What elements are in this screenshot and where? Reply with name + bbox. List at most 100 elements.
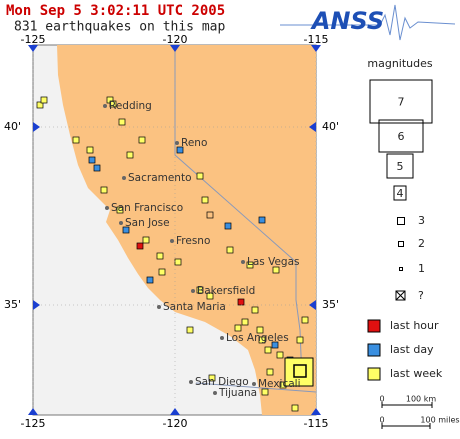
- quake: [258, 336, 266, 344]
- city-label: Reno: [181, 137, 207, 149]
- city-dot: [122, 176, 126, 180]
- city-dot: [105, 206, 109, 210]
- quake: [186, 326, 194, 334]
- arrow: [28, 45, 38, 52]
- mag-box: [399, 267, 403, 271]
- lat-label: 40': [322, 120, 339, 133]
- quake: [176, 146, 184, 154]
- scale-label: 0: [379, 416, 384, 425]
- quake: [301, 316, 309, 324]
- quake: [146, 276, 154, 284]
- city-dot: [213, 391, 217, 395]
- lon-label: -115: [304, 33, 329, 46]
- lat-label: 40': [4, 120, 21, 133]
- mag-box: [386, 153, 414, 179]
- quake: [224, 222, 232, 230]
- quake: [208, 374, 216, 382]
- quake: [291, 404, 299, 412]
- axes: -125 -125 -120 -120 -115 -115 40' 40' 35' 35': [4, 33, 339, 430]
- quake: [226, 246, 234, 254]
- quake: [136, 242, 144, 250]
- mag-box: [397, 217, 405, 225]
- city-dot: [157, 305, 161, 309]
- arrow: [170, 45, 180, 52]
- quake: [237, 298, 245, 306]
- arrow: [311, 408, 321, 415]
- city-dot: [175, 141, 179, 145]
- mag-label: 2: [418, 237, 425, 250]
- quake: [206, 292, 214, 300]
- lon-label: -125: [21, 33, 46, 46]
- quake-count: 831 earthquakes on this map: [14, 20, 225, 35]
- quake: [100, 186, 108, 194]
- logo: ANSS: [280, 4, 456, 41]
- city-label: Sacramento: [128, 172, 192, 184]
- mag-label: 3: [418, 214, 425, 227]
- city-dot: [103, 104, 107, 108]
- quake: [246, 261, 254, 269]
- scale-label: 100 miles: [420, 416, 459, 425]
- arrow: [33, 122, 40, 132]
- mag-label: 5: [397, 160, 404, 173]
- quake: [284, 357, 314, 387]
- mag-box: [378, 119, 424, 153]
- city-label: Mexicali: [258, 378, 301, 390]
- lat-label: 35': [322, 298, 339, 311]
- lon-label: -120: [163, 33, 188, 46]
- scale-label: 100 km: [406, 395, 436, 404]
- quake: [126, 151, 134, 159]
- quake: [276, 351, 284, 359]
- legend-title: magnitudes: [367, 57, 433, 70]
- mag-label: 4: [397, 187, 404, 200]
- quake: [40, 96, 48, 104]
- timestamp: Mon Sep 5 3:02:11 UTC 2005: [6, 3, 225, 19]
- city-dot: [241, 260, 245, 264]
- lat-label: 35': [4, 298, 21, 311]
- quake: [88, 156, 96, 164]
- arrow: [33, 300, 40, 310]
- quakes: [36, 96, 314, 412]
- city-label: Bakersfield: [197, 285, 255, 297]
- quake: [293, 364, 307, 378]
- quake: [93, 164, 101, 172]
- quake: [266, 368, 274, 376]
- age-label: last day: [390, 343, 434, 356]
- lon-label: -120: [163, 417, 188, 430]
- quake: [258, 216, 266, 224]
- logo-text: ANSS: [310, 7, 384, 35]
- city-dot: [252, 382, 256, 386]
- quake: [72, 136, 80, 144]
- quake: [271, 341, 279, 349]
- quake: [142, 236, 150, 244]
- quake: [264, 346, 272, 354]
- age-label: last week: [390, 367, 443, 380]
- city-label: Redding: [109, 100, 152, 112]
- scale-label: 0: [379, 395, 384, 404]
- city-label: Tijuana: [218, 387, 257, 399]
- city-dot: [119, 221, 123, 225]
- city-label: San Jose: [125, 217, 170, 229]
- quake: [206, 211, 214, 219]
- quake: [156, 252, 164, 260]
- quake: [138, 136, 146, 144]
- quake: [109, 100, 117, 108]
- quake: [296, 336, 304, 344]
- arrow: [309, 122, 316, 132]
- city-label: Santa Maria: [163, 301, 226, 313]
- border: [195, 382, 317, 393]
- land: [57, 45, 316, 415]
- city-dot: [220, 336, 224, 340]
- cities: Redding Reno Sacramento San Francisco San Jo…: [103, 100, 301, 399]
- mag-label: 6: [398, 130, 405, 143]
- arrow: [170, 408, 180, 415]
- quake: [86, 146, 94, 154]
- mag-box: [393, 185, 407, 201]
- lon-label: -125: [21, 417, 46, 430]
- city-label: Fresno: [176, 235, 210, 247]
- city-dot: [189, 380, 193, 384]
- city-label: Los Angeles: [226, 332, 289, 344]
- city-label: San Diego: [195, 376, 249, 388]
- mag-label: 7: [398, 96, 405, 109]
